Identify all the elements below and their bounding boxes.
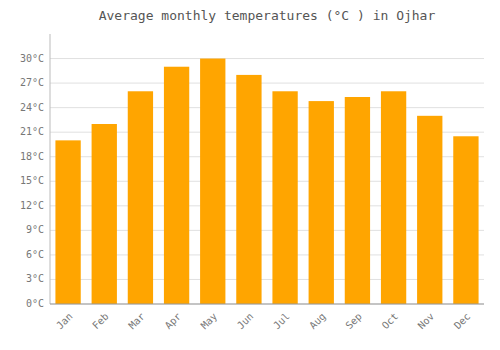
bar xyxy=(309,101,334,304)
y-axis: 0°C 3°C 6°C 9°C 12°C 15°C 18°C 21°C 24°C 27°C 30°C xyxy=(20,34,50,309)
x-axis: Jan Feb Mar Apr May Jun Jul Aug Sep Oct Nov Dec xyxy=(50,304,484,331)
bar xyxy=(236,75,261,304)
bar xyxy=(345,97,370,304)
y-tick-label: 15°C xyxy=(20,175,44,186)
x-tick-label: Jul xyxy=(271,311,292,332)
x-tick-label: Aug xyxy=(307,311,328,332)
y-tick-label: 3°C xyxy=(26,273,44,284)
y-tick-label: 0°C xyxy=(26,298,44,309)
bar xyxy=(417,116,442,304)
x-tick-label: Jun xyxy=(235,311,256,332)
bar xyxy=(128,91,153,304)
bar xyxy=(164,67,189,304)
bar xyxy=(453,136,478,304)
y-tick-label: 27°C xyxy=(20,77,44,88)
bar xyxy=(200,59,225,304)
x-tick-label: Apr xyxy=(163,311,184,332)
bar xyxy=(92,124,117,304)
bar xyxy=(381,91,406,304)
x-tick-label: Feb xyxy=(90,311,111,332)
y-tick-label: 21°C xyxy=(20,126,44,137)
y-tick-label: 6°C xyxy=(26,249,44,260)
y-tick-label: 18°C xyxy=(20,151,44,162)
x-axis-line xyxy=(50,304,484,305)
x-tick-label: Jan xyxy=(54,311,75,332)
y-tick-label: 24°C xyxy=(20,102,44,113)
x-tick-label: May xyxy=(199,311,220,332)
bar xyxy=(55,140,80,304)
chart-container: 0°C 3°C 6°C 9°C 12°C 15°C 18°C 21°C 24°C 27°C 30°C… xyxy=(0,0,500,350)
x-tick-label: Mar xyxy=(126,311,147,332)
y-tick-label: 30°C xyxy=(20,53,44,64)
grid-line xyxy=(50,83,484,84)
x-tick-label: Nov xyxy=(416,311,437,332)
x-tick-label: Sep xyxy=(343,311,364,332)
bars xyxy=(55,59,478,304)
grid-line xyxy=(50,58,484,59)
bar xyxy=(272,91,297,304)
grid-line xyxy=(50,304,484,305)
grid xyxy=(50,59,484,304)
x-tick-label: Dec xyxy=(452,311,473,332)
chart-svg: 0°C 3°C 6°C 9°C 12°C 15°C 18°C 21°C 24°C 27°C 30°C… xyxy=(0,0,500,350)
title: Average monthly temperatures (°C ) in Oj… xyxy=(99,8,436,23)
y-tick-label: 12°C xyxy=(20,200,44,211)
y-tick-label: 9°C xyxy=(26,224,44,235)
y-axis-line xyxy=(50,34,51,304)
x-tick-label: Oct xyxy=(380,311,401,332)
grid-line xyxy=(50,107,484,108)
